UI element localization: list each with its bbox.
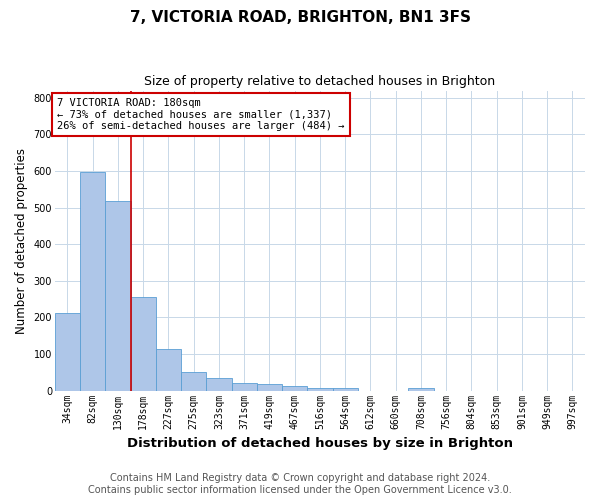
Text: 7 VICTORIA ROAD: 180sqm
← 73% of detached houses are smaller (1,337)
26% of semi: 7 VICTORIA ROAD: 180sqm ← 73% of detache…	[58, 98, 345, 132]
Bar	[307, 388, 332, 390]
Title: Size of property relative to detached houses in Brighton: Size of property relative to detached ho…	[145, 75, 496, 88]
Bar	[80, 172, 106, 390]
Bar	[257, 384, 282, 390]
Bar	[55, 313, 80, 390]
Bar	[282, 386, 307, 390]
Text: 7, VICTORIA ROAD, BRIGHTON, BN1 3FS: 7, VICTORIA ROAD, BRIGHTON, BN1 3FS	[130, 10, 470, 25]
X-axis label: Distribution of detached houses by size in Brighton: Distribution of detached houses by size …	[127, 437, 513, 450]
Bar	[106, 200, 131, 390]
Bar	[232, 384, 257, 390]
Bar	[408, 388, 434, 390]
Bar	[156, 348, 181, 391]
Bar	[181, 372, 206, 390]
Y-axis label: Number of detached properties: Number of detached properties	[15, 148, 28, 334]
Text: Contains HM Land Registry data © Crown copyright and database right 2024.
Contai: Contains HM Land Registry data © Crown c…	[88, 474, 512, 495]
Bar	[206, 378, 232, 390]
Bar	[332, 388, 358, 390]
Bar	[131, 298, 156, 390]
